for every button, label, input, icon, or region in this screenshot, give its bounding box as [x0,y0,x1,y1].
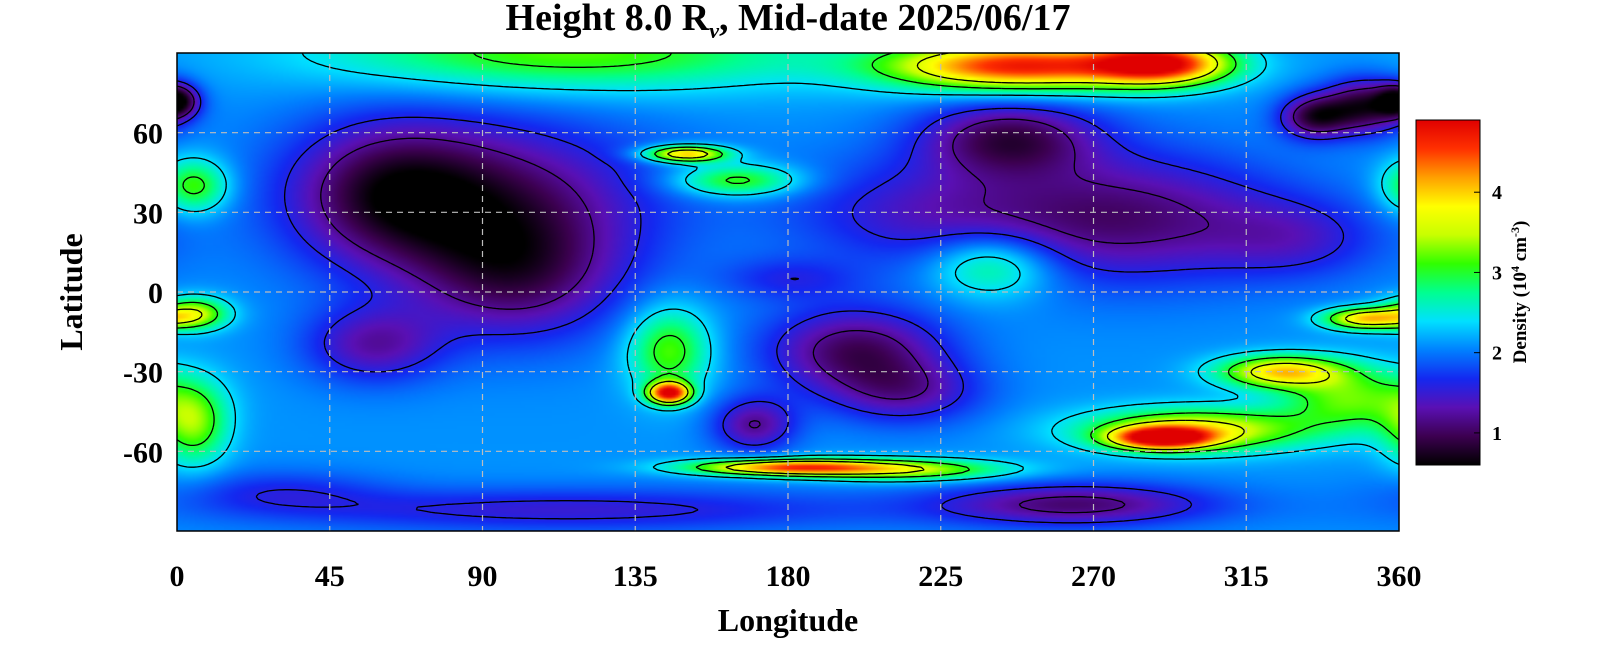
x-axis-ticks: 0 45 90 135 180 225 270 315 360 [170,560,1422,593]
chart-title-subscript: ν [709,18,719,43]
y-tick-label: -60 [123,436,163,469]
y-tick-label: 0 [148,277,163,310]
colorbar-label-exp1: 4 [1508,266,1522,272]
x-axis-title: Longitude [718,602,858,638]
contour-level-0 [177,84,1399,514]
x-tick-label: 45 [315,560,345,593]
y-axis-title: Latitude [53,233,89,350]
x-tick-label: 270 [1071,560,1116,593]
x-tick-label: 360 [1377,560,1422,593]
y-tick-label: 60 [133,118,163,151]
x-tick-label: 0 [170,560,185,593]
y-axis-ticks: 60 30 0 -30 -60 [123,118,163,470]
y-tick-label: 30 [133,197,163,230]
plot-area [176,52,1400,532]
contour-level-4 [177,53,1399,475]
grid [177,53,1399,531]
x-tick-label: 135 [613,560,658,593]
colorbar-tick-label: 3 [1492,262,1502,284]
colorbar-label-exp2: -3 [1508,227,1522,237]
plot-frame [176,52,1400,532]
colorbar-label-mid: cm [1510,237,1531,266]
chart-title-prefix: Height 8.0 R [506,0,710,39]
x-tick-label: 180 [766,560,811,593]
colorbar-tick-label: 4 [1492,182,1502,204]
chart-title: Height 8.0 Rν, Mid-date 2025/06/17 [506,0,1071,43]
density-contours [177,53,1399,524]
y-tick-label: -30 [123,357,163,390]
colorbar-ticks: 1 2 3 4 [1474,182,1502,445]
contour-level-3 [177,53,1399,478]
colorbar-tick-label: 1 [1492,423,1502,445]
colorbar-label-prefix: Density (10 [1510,272,1531,363]
x-tick-label: 225 [918,560,963,593]
x-tick-label: 90 [468,560,498,593]
colorbar-gradient [1415,119,1481,466]
colorbar-label-suffix: ) [1510,221,1531,227]
chart-title-suffix: , Mid-date 2025/06/17 [719,0,1070,39]
colorbar-tick-label: 2 [1492,343,1502,365]
x-tick-label: 315 [1224,560,1269,593]
colorbar-label: Density (104 cm-3) [1508,221,1531,364]
